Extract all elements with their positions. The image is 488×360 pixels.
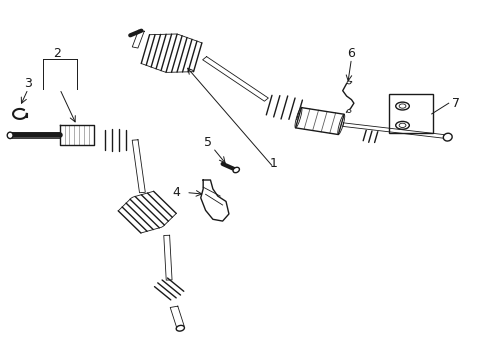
Polygon shape xyxy=(170,306,183,327)
Ellipse shape xyxy=(346,110,350,112)
Polygon shape xyxy=(342,123,443,138)
Ellipse shape xyxy=(398,123,405,127)
Text: 2: 2 xyxy=(53,47,61,60)
Ellipse shape xyxy=(395,102,408,110)
Text: 7: 7 xyxy=(451,97,459,110)
Polygon shape xyxy=(163,235,172,280)
Text: 5: 5 xyxy=(203,136,212,149)
Ellipse shape xyxy=(443,133,451,141)
FancyBboxPatch shape xyxy=(388,94,432,134)
Polygon shape xyxy=(202,57,268,101)
Ellipse shape xyxy=(395,121,408,129)
Polygon shape xyxy=(60,125,94,145)
Polygon shape xyxy=(132,140,145,193)
Ellipse shape xyxy=(7,132,13,139)
Text: 1: 1 xyxy=(269,157,277,170)
Text: 6: 6 xyxy=(347,47,355,60)
Polygon shape xyxy=(295,108,344,135)
Polygon shape xyxy=(11,132,60,138)
Polygon shape xyxy=(132,30,144,48)
Ellipse shape xyxy=(176,325,184,331)
Ellipse shape xyxy=(398,104,405,108)
Polygon shape xyxy=(201,180,228,221)
Text: 4: 4 xyxy=(172,186,180,199)
Text: 3: 3 xyxy=(24,77,32,90)
Ellipse shape xyxy=(346,81,350,84)
Ellipse shape xyxy=(233,167,239,173)
